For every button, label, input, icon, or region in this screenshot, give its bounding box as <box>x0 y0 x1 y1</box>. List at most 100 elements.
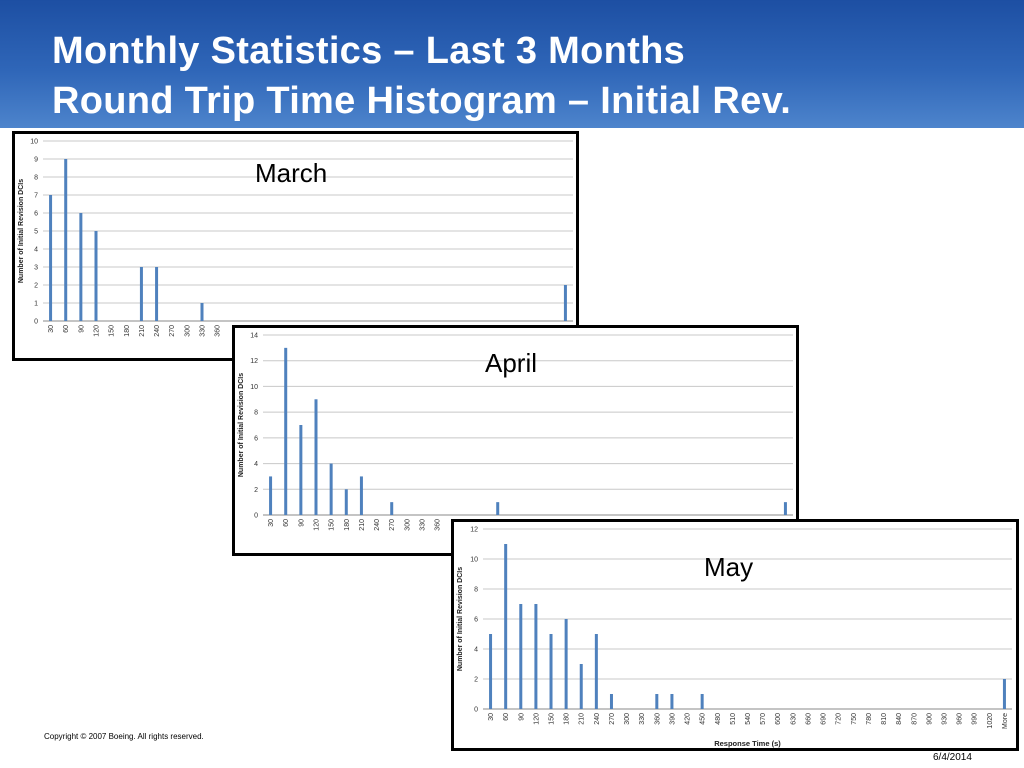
x-tick-label: 60 <box>63 325 70 333</box>
y-tick-label: 2 <box>474 677 478 684</box>
y-tick-label: 12 <box>470 527 478 534</box>
bar-60 <box>284 347 288 515</box>
x-tick-label: 210 <box>139 325 146 337</box>
x-tick-label: 30 <box>268 519 275 527</box>
bar-210 <box>359 476 363 515</box>
x-tick-label: 120 <box>314 519 321 531</box>
bar-270 <box>390 502 394 515</box>
chart-title: April <box>485 348 537 378</box>
bar-60 <box>504 544 508 709</box>
x-tick-label: 90 <box>298 519 305 527</box>
chart-panel-march: 0 1 2 3 4 5 6 7 8 9 10 Number of Initial Revision D… <box>12 131 579 361</box>
x-tick-label: 990 <box>972 713 979 725</box>
x-tick-label: 600 <box>775 713 782 725</box>
y-axis-label: Number of Initial Revision DCIs <box>457 567 464 671</box>
y-tick-label: 2 <box>254 487 258 494</box>
bar-390 <box>670 694 674 709</box>
x-tick-label: 540 <box>745 713 752 725</box>
x-tick-label: 30 <box>48 325 55 333</box>
x-tick-label: 360 <box>654 713 661 725</box>
y-tick-label: 10 <box>250 384 258 391</box>
bar-180 <box>564 619 568 709</box>
bar-210 <box>139 267 143 321</box>
y-tick-label: 14 <box>250 333 258 340</box>
y-tick-label: 6 <box>34 211 38 218</box>
chart-panel-may: 0 2 4 6 8 10 12 Number of Initial Revision DCIs… <box>451 519 1019 751</box>
bar-90 <box>79 213 83 321</box>
x-tick-label: 180 <box>564 713 571 725</box>
x-tick-label: 330 <box>639 713 646 725</box>
bar-more <box>783 502 787 515</box>
x-tick-label: 60 <box>503 713 510 721</box>
x-tick-label: 480 <box>715 713 722 725</box>
bar-30 <box>49 195 53 321</box>
x-tick-label: 300 <box>184 325 191 337</box>
x-tick-label: 780 <box>866 713 873 725</box>
bar-210 <box>579 664 583 709</box>
x-tick-label: 510 <box>730 713 737 725</box>
y-tick-label: 0 <box>474 707 478 714</box>
bar-90 <box>299 425 303 515</box>
x-tick-label: 960 <box>957 713 964 725</box>
bar-120 <box>314 399 318 515</box>
bar-480 <box>496 502 500 515</box>
y-tick-label: 8 <box>474 587 478 594</box>
slide-title-line-1: Monthly Statistics – Last 3 Months <box>52 30 686 72</box>
x-tick-label: 120 <box>533 713 540 725</box>
y-tick-label: 5 <box>34 229 38 236</box>
x-tick-label: 330 <box>200 325 207 337</box>
x-tick-label: 30 <box>488 713 495 721</box>
x-tick-label: 420 <box>685 713 692 725</box>
histogram-april: 0 2 4 6 8 10 12 14 Number of Initial Revision DC… <box>238 333 793 531</box>
slide-title-line-2: Round Trip Time Histogram – Initial Rev. <box>52 80 792 122</box>
x-tick-label: 630 <box>790 713 797 725</box>
x-tick-label: 270 <box>169 325 176 337</box>
chart-panel-april: 0 2 4 6 8 10 12 14 Number of Initial Revision DC… <box>232 325 799 556</box>
chart-title: May <box>704 552 753 582</box>
x-tick-label: 180 <box>124 325 131 337</box>
y-tick-label: 10 <box>30 139 38 146</box>
bar-90 <box>519 604 523 709</box>
y-tick-label: 0 <box>254 513 258 520</box>
y-tick-label: 1 <box>34 301 38 308</box>
x-tick-label: 810 <box>881 713 888 725</box>
bar-330 <box>200 303 204 321</box>
y-tick-label: 10 <box>470 557 478 564</box>
x-tick-label: 270 <box>389 519 396 531</box>
x-tick-label: 360 <box>435 519 442 531</box>
x-tick-label: 150 <box>329 519 336 531</box>
x-tick-label: 150 <box>549 713 556 725</box>
x-tick-label: 930 <box>941 713 948 725</box>
bar-180 <box>344 489 348 515</box>
y-tick-label: 2 <box>34 283 38 290</box>
x-tick-label: 90 <box>78 325 85 333</box>
x-tick-label: 900 <box>926 713 933 725</box>
bar-30 <box>489 634 493 709</box>
x-tick-label: 300 <box>404 519 411 531</box>
y-tick-label: 4 <box>474 647 478 654</box>
bar-more <box>563 285 567 321</box>
y-tick-label: 3 <box>34 265 38 272</box>
x-tick-label: 90 <box>518 713 525 721</box>
y-tick-label: 0 <box>34 319 38 326</box>
y-axis-label: Number of Initial Revision DCIs <box>238 373 245 477</box>
histogram-march: 0 1 2 3 4 5 6 7 8 9 10 Number of Initial Revision D… <box>18 139 573 337</box>
x-tick-label: 240 <box>374 519 381 531</box>
bar-270 <box>609 694 613 709</box>
x-tick-label: 210 <box>579 713 586 725</box>
bar-more <box>1002 679 1006 709</box>
y-tick-label: 6 <box>474 617 478 624</box>
y-tick-label: 8 <box>34 175 38 182</box>
x-tick-label: More <box>1002 713 1009 729</box>
x-tick-label: 240 <box>594 713 601 725</box>
x-tick-label: 720 <box>836 713 843 725</box>
bar-120 <box>534 604 538 709</box>
x-tick-label: 60 <box>283 519 290 527</box>
x-tick-label: 450 <box>700 713 707 725</box>
x-tick-label: 330 <box>420 519 427 531</box>
x-tick-label: 360 <box>215 325 222 337</box>
bar-240 <box>155 267 159 321</box>
x-tick-label: 1020 <box>987 713 994 729</box>
bar-150 <box>329 463 333 515</box>
